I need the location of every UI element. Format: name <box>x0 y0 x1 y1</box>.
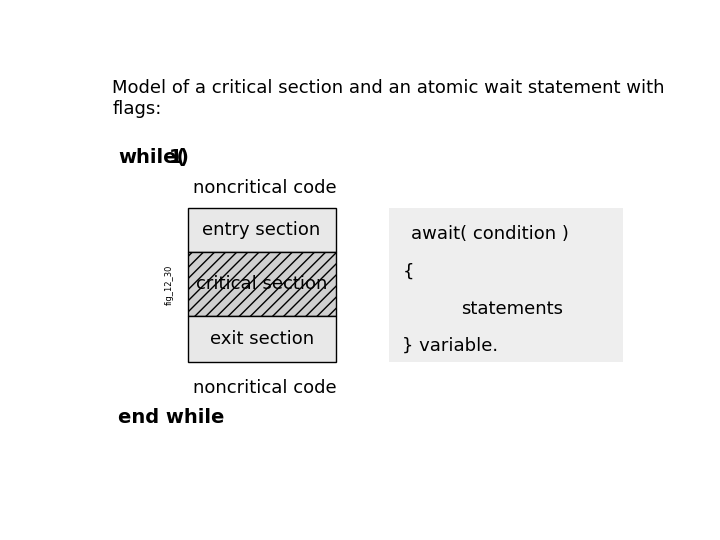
Bar <box>389 208 623 362</box>
Bar <box>188 316 336 362</box>
Text: {: { <box>402 262 414 280</box>
Text: while(: while( <box>118 148 185 167</box>
Text: } variable.: } variable. <box>402 337 499 355</box>
Bar <box>188 252 336 316</box>
Text: entry section: entry section <box>202 221 320 239</box>
Text: await( condition ): await( condition ) <box>411 225 569 243</box>
Text: flags:: flags: <box>112 100 162 118</box>
Text: ): ) <box>179 148 188 167</box>
Bar <box>188 208 336 252</box>
Text: noncritical code: noncritical code <box>193 379 337 397</box>
Text: noncritical code: noncritical code <box>193 179 337 197</box>
Text: statements: statements <box>461 300 563 318</box>
Text: 1: 1 <box>169 148 183 167</box>
Text: critical section: critical section <box>196 275 328 293</box>
Text: fig_12_30: fig_12_30 <box>165 265 174 305</box>
Text: Model of a critical section and an atomic wait statement with: Model of a critical section and an atomi… <box>112 79 665 97</box>
Text: exit section: exit section <box>210 330 314 348</box>
Text: end while: end while <box>118 408 224 427</box>
